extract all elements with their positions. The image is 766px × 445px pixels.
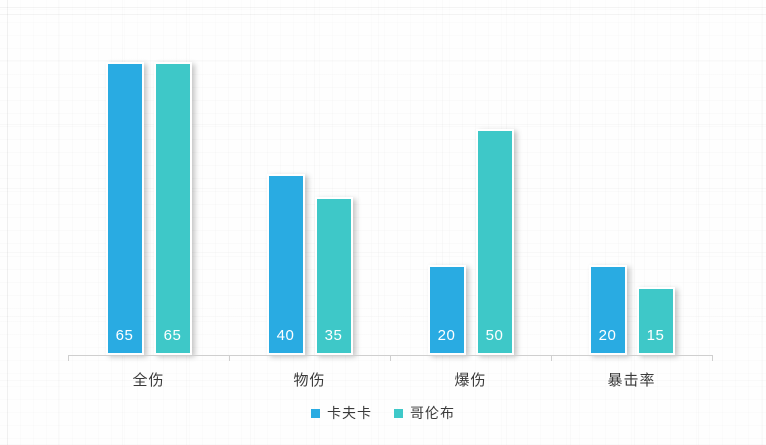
bar[interactable]: 50	[475, 129, 514, 355]
bar-value-label: 65	[115, 327, 134, 344]
x-axis-label-0: 全伤	[132, 371, 165, 389]
bar-value-label: 40	[276, 327, 295, 344]
axis-tick	[712, 355, 713, 361]
bar-group: 20 15	[551, 30, 712, 355]
chart-legend: 卡夫卡 哥伦布	[0, 403, 766, 423]
bar[interactable]: 20	[588, 264, 627, 355]
plot-area: 65 65 40 35 20 50 20 15	[68, 30, 712, 355]
pane-divider-top-secondary	[0, 14, 766, 15]
bar-value-label: 15	[646, 327, 665, 344]
legend-item-1[interactable]: 哥伦布	[394, 403, 455, 423]
legend-swatch-icon	[311, 408, 320, 418]
bar-value-label: 20	[598, 327, 617, 344]
bar[interactable]: 20	[427, 264, 466, 355]
bar-group: 65 65	[68, 30, 229, 355]
x-axis-label-3: 暴击率	[607, 371, 656, 389]
axis-tick	[551, 355, 552, 361]
bar[interactable]: 40	[266, 174, 305, 355]
bar-value-label: 35	[324, 327, 343, 344]
legend-swatch-icon	[394, 408, 403, 418]
legend-item-0[interactable]: 卡夫卡	[311, 403, 372, 423]
axis-tick	[68, 355, 69, 361]
bar-group: 20 50	[390, 30, 551, 355]
bar[interactable]: 65	[105, 61, 144, 355]
legend-label: 哥伦布	[410, 406, 455, 422]
legend-label: 卡夫卡	[327, 406, 372, 422]
bar-value-label: 20	[437, 327, 456, 344]
x-axis-label-1: 物伤	[293, 371, 326, 389]
bar-group: 40 35	[229, 30, 390, 355]
pane-divider-top	[0, 7, 766, 8]
x-axis-label-2: 爆伤	[454, 371, 487, 389]
bar[interactable]: 35	[314, 197, 353, 355]
bar[interactable]: 65	[153, 61, 192, 355]
axis-tick	[229, 355, 230, 361]
bar-value-label: 65	[163, 327, 182, 344]
pane-divider-left	[7, 0, 8, 445]
axis-tick	[390, 355, 391, 361]
bar[interactable]: 15	[636, 287, 675, 355]
bar-value-label: 50	[485, 327, 504, 344]
